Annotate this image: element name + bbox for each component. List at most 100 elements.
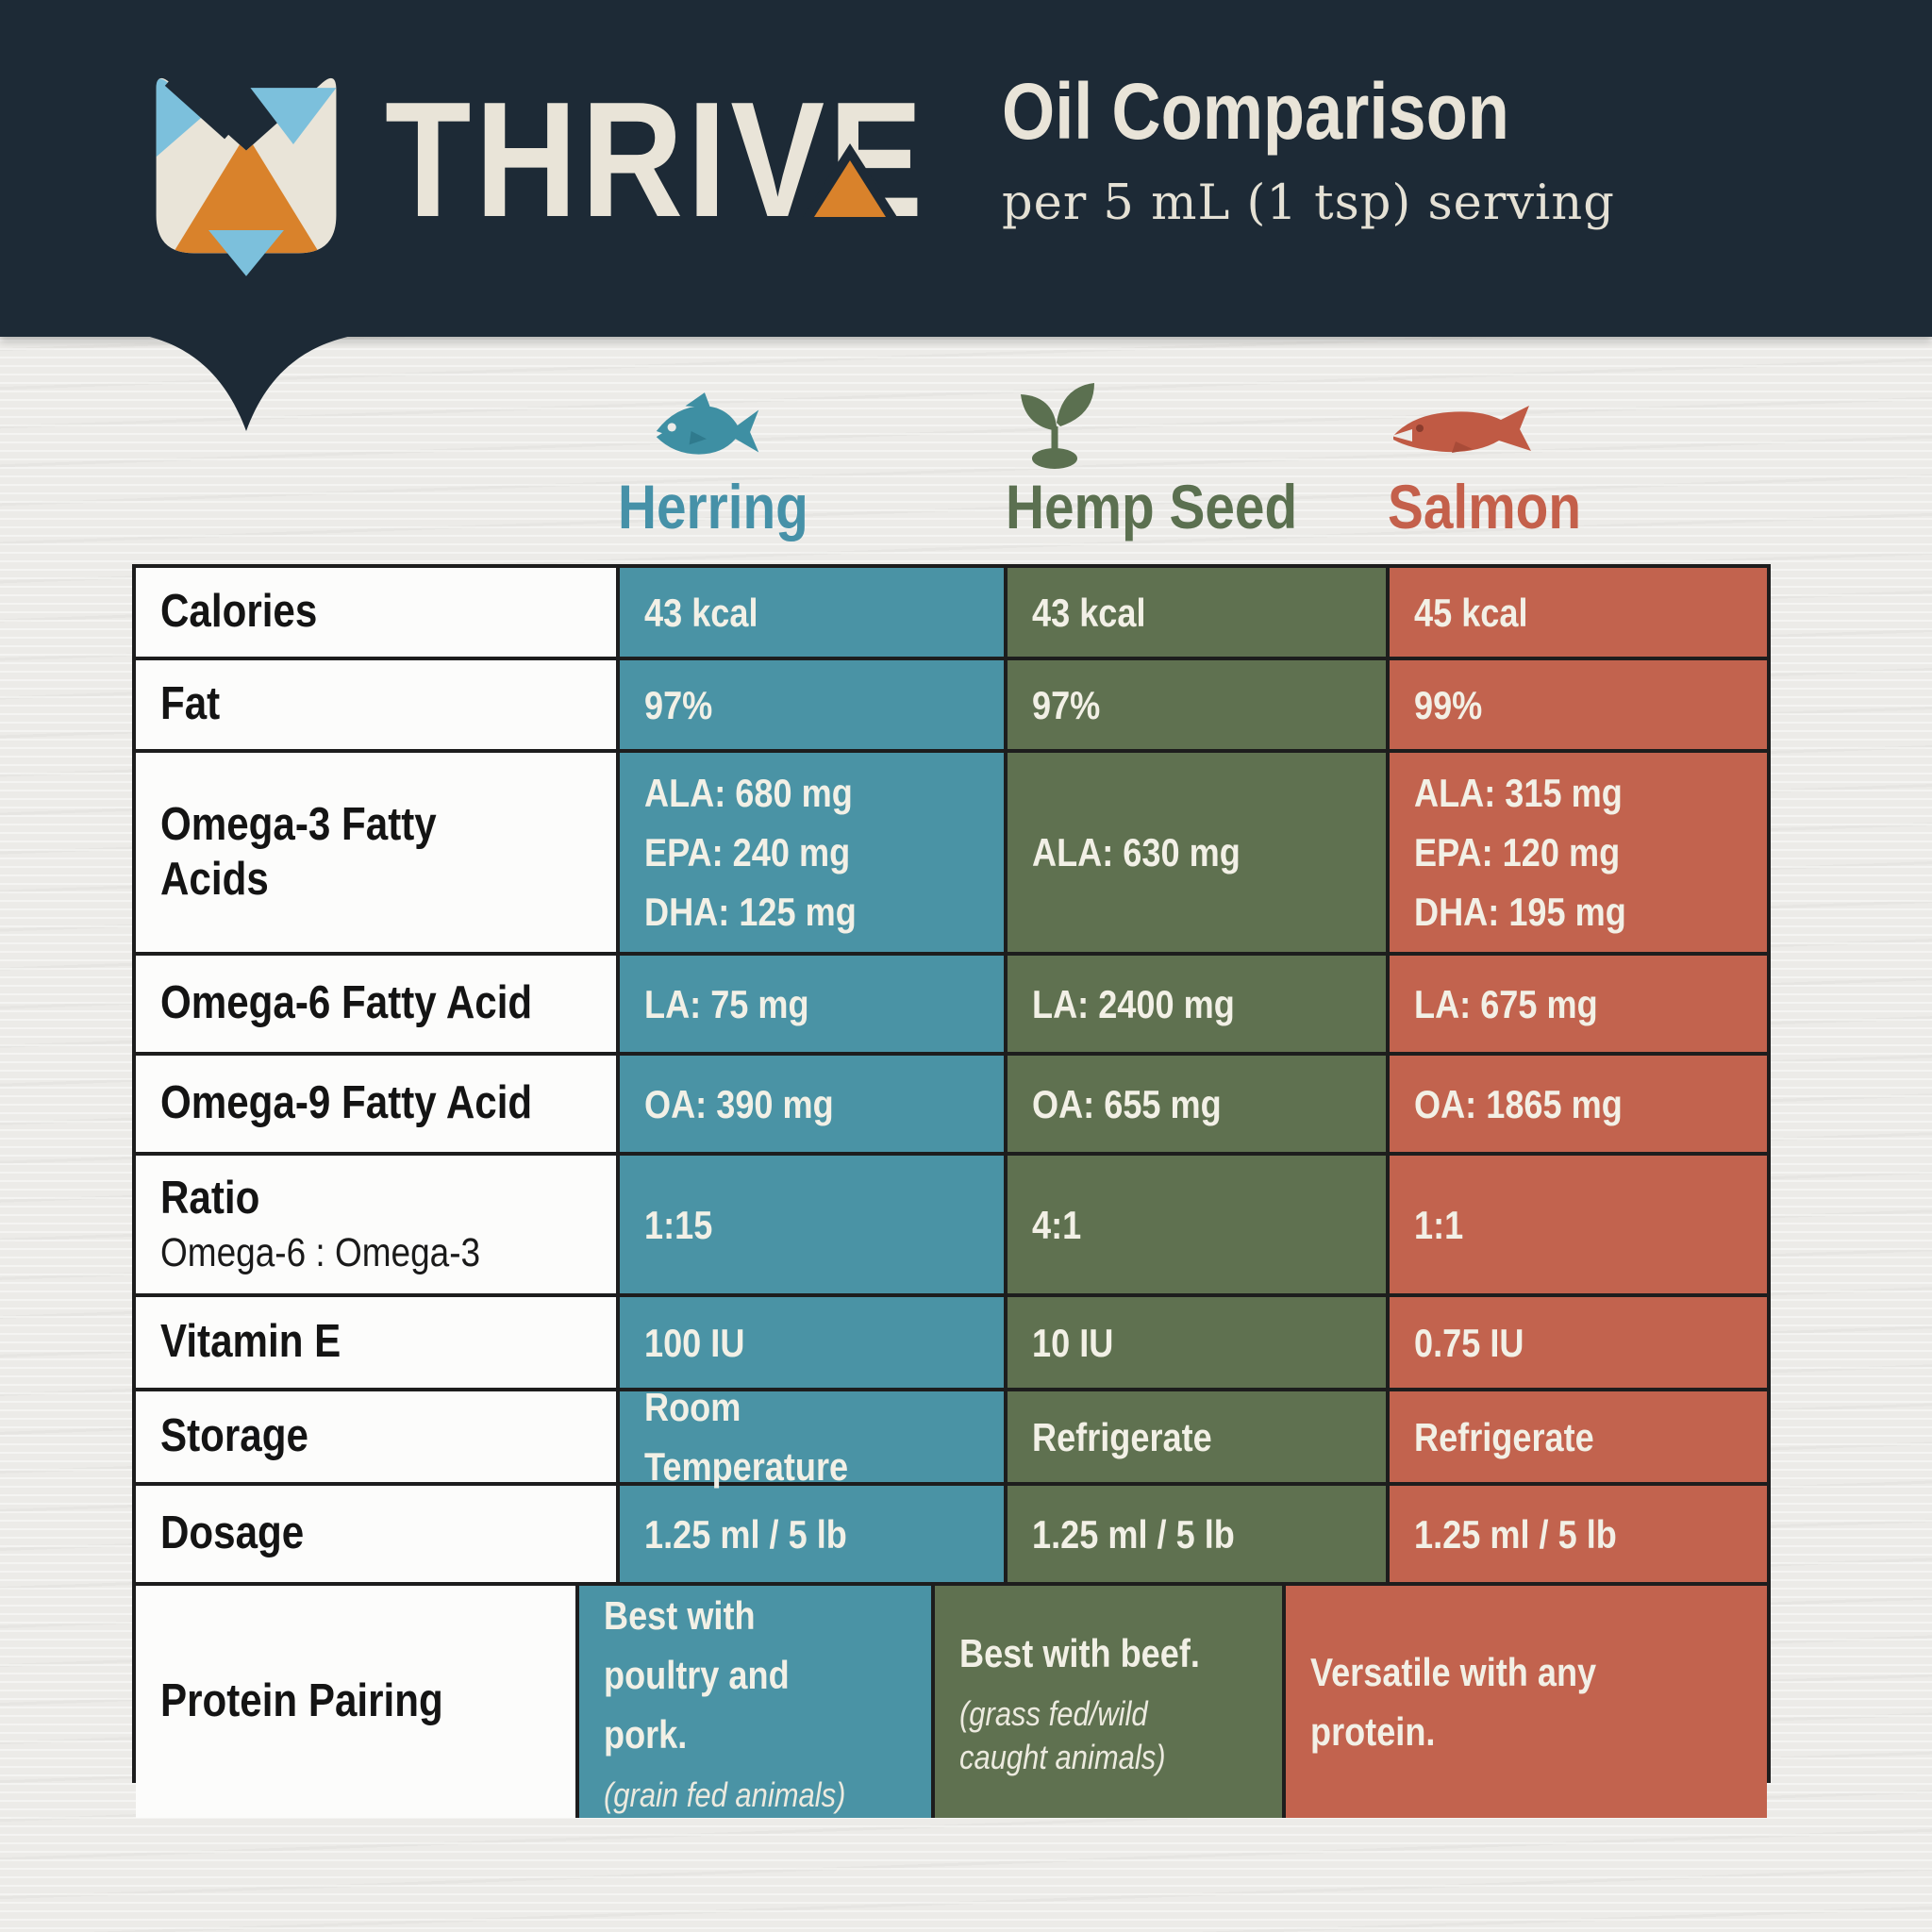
cell-note: (grass fed/wild caught animals) <box>958 1693 1166 1777</box>
cell-value: 45 kcal <box>1414 590 1528 635</box>
herring-fish-icon <box>656 392 759 455</box>
row-label-cell: Ratio Omega-6 : Omega-3 <box>136 1156 620 1293</box>
cell-value: 1:15 <box>644 1202 713 1247</box>
value-cell-hemp-seed: Best with beef. (grass fed/wild caught an… <box>934 1586 1286 1818</box>
value-cell-hemp-seed: LA: 2400 mg <box>1008 956 1390 1052</box>
column-header-salmon: Salmon <box>1388 370 1770 538</box>
row-label-cell: Vitamin E <box>136 1297 620 1388</box>
cell-value: Best with poultry and pork. <box>603 1593 790 1757</box>
value-cell-salmon: 45 kcal <box>1390 568 1767 657</box>
value-cell-hemp-seed: Refrigerate <box>1008 1391 1390 1482</box>
cell-value: LA: 675 mg <box>1414 981 1598 1026</box>
value-cell-salmon: ALA: 315 mg EPA: 120 mg DHA: 195 mg <box>1390 753 1767 952</box>
column-header-hemp-seed: Hemp Seed <box>1006 370 1388 538</box>
row-label-cell: Storage <box>136 1391 620 1482</box>
cell-value: Best with beef. <box>958 1630 1200 1675</box>
value-cell-salmon: Versatile with any protein. <box>1285 1586 1767 1818</box>
table-row: Fat 97% 97% 99% <box>136 660 1767 753</box>
cell-value: ALA: 315 mg EPA: 120 mg DHA: 195 mg <box>1414 771 1626 934</box>
table-row: Calories 43 kcal 43 kcal 45 kcal <box>136 568 1767 660</box>
value-cell-herring: 97% <box>620 660 1008 749</box>
row-label-cell: Omega-3 Fatty Acids <box>136 753 620 952</box>
value-cell-herring: LA: 75 mg <box>620 956 1008 1052</box>
row-label-cell: Dosage <box>136 1486 620 1582</box>
row-label: Vitamin E <box>160 1316 341 1368</box>
value-cell-salmon: 0.75 IU <box>1390 1297 1767 1388</box>
cell-value: Refrigerate <box>1414 1414 1594 1459</box>
value-cell-hemp-seed: ALA: 630 mg <box>1008 753 1390 952</box>
table-row: Omega-6 Fatty Acid LA: 75 mg LA: 2400 mg LA… <box>136 956 1767 1056</box>
cell-value: 1:1 <box>1414 1202 1464 1247</box>
value-cell-hemp-seed: 1.25 ml / 5 lb <box>1008 1486 1390 1582</box>
column-label-hemp-seed: Hemp Seed <box>1006 472 1298 541</box>
row-label-cell: Protein Pairing <box>136 1586 579 1818</box>
column-header-herring: Herring <box>618 370 1000 538</box>
row-label: Fat <box>160 678 221 730</box>
cell-value: 1.25 ml / 5 lb <box>644 1511 847 1557</box>
row-sublabel: Omega-6 : Omega-3 <box>160 1230 481 1276</box>
value-cell-herring: 1.25 ml / 5 lb <box>620 1486 1008 1582</box>
cell-value: OA: 390 mg <box>644 1081 834 1126</box>
cell-value: Refrigerate <box>1032 1414 1212 1459</box>
table-row: Storage Room Temperature Refrigerate Refrig… <box>136 1385 1767 1489</box>
cell-value: 10 IU <box>1032 1320 1114 1365</box>
cell-note: (grain fed animals) <box>603 1775 846 1814</box>
salmon-fish-icon <box>1391 406 1531 453</box>
cell-value: 1.25 ml / 5 lb <box>1032 1511 1235 1557</box>
cell-value: 100 IU <box>644 1320 745 1365</box>
row-label: Dosage <box>160 1507 305 1559</box>
value-cell-salmon: 99% <box>1390 660 1767 749</box>
cell-value: OA: 1865 mg <box>1414 1081 1623 1126</box>
table-row: Vitamin E 100 IU 10 IU 0.75 IU <box>136 1297 1767 1391</box>
table-row: Omega-3 Fatty Acids ALA: 680 mg EPA: 240 m… <box>136 753 1767 956</box>
row-label-cell: Calories <box>136 568 620 657</box>
value-cell-herring: 43 kcal <box>620 568 1008 657</box>
cell-value: OA: 655 mg <box>1032 1081 1222 1126</box>
column-label-salmon: Salmon <box>1388 472 1582 541</box>
cell-value: 97% <box>1032 682 1101 727</box>
table-row: Protein Pairing Best with poultry and por… <box>136 1586 1767 1818</box>
row-label-cell: Omega-6 Fatty Acid <box>136 956 620 1052</box>
cell-value: 4:1 <box>1032 1202 1082 1247</box>
table-row: Ratio Omega-6 : Omega-3 1:15 4:1 1:1 <box>136 1156 1767 1297</box>
cell-value: ALA: 630 mg <box>1032 830 1241 874</box>
header-tail-shape <box>142 335 357 431</box>
value-cell-salmon: 1:1 <box>1390 1156 1767 1293</box>
table-row: Omega-9 Fatty Acid OA: 390 mg OA: 655 mg OA… <box>136 1056 1767 1156</box>
value-cell-herring: Best with poultry and pork. (grain fed an… <box>578 1586 935 1818</box>
cell-value: 1.25 ml / 5 lb <box>1414 1511 1617 1557</box>
value-cell-hemp-seed: 43 kcal <box>1008 568 1390 657</box>
value-cell-herring: Room Temperature <box>620 1385 1008 1489</box>
cell-value: ALA: 680 mg EPA: 240 mg DHA: 125 mg <box>644 771 857 934</box>
page-title: Oil Comparison <box>1002 67 1509 156</box>
header-band: THRIVE Oil Comparison per 5 mL (1 tsp) s… <box>0 0 1932 337</box>
value-cell-hemp-seed: 97% <box>1008 660 1390 749</box>
cell-value: Room Temperature <box>644 1385 849 1489</box>
value-cell-herring: ALA: 680 mg EPA: 240 mg DHA: 125 mg <box>620 753 1008 952</box>
row-label: Omega-3 Fatty Acids <box>160 798 437 905</box>
row-label: Protein Pairing <box>160 1674 443 1726</box>
row-label: Storage <box>160 1410 308 1462</box>
comparison-table: Calories 43 kcal 43 kcal 45 kcal Fat 97% 97% 99… <box>132 564 1771 1818</box>
value-cell-hemp-seed: 10 IU <box>1008 1297 1390 1388</box>
value-cell-salmon: Refrigerate <box>1390 1391 1767 1482</box>
cell-value: 43 kcal <box>644 590 758 635</box>
cell-value: 43 kcal <box>1032 590 1146 635</box>
hemp-seedling-icon <box>1021 383 1094 469</box>
row-label-cell: Fat <box>136 660 620 749</box>
value-cell-herring: 100 IU <box>620 1297 1008 1388</box>
value-cell-salmon: 1.25 ml / 5 lb <box>1390 1486 1767 1582</box>
value-cell-salmon: LA: 675 mg <box>1390 956 1767 1052</box>
value-cell-hemp-seed: 4:1 <box>1008 1156 1390 1293</box>
row-label: Calories <box>160 586 318 638</box>
cell-value: LA: 75 mg <box>644 981 809 1026</box>
brand-triangle-accent <box>814 160 886 217</box>
value-cell-herring: OA: 390 mg <box>620 1056 1008 1152</box>
page-subtitle: per 5 mL (1 tsp) serving <box>1002 175 1615 231</box>
cell-value: 97% <box>644 682 713 727</box>
row-label: Omega-9 Fatty Acid <box>160 1077 533 1129</box>
row-label-cell: Omega-9 Fatty Acid <box>136 1056 620 1152</box>
row-label: Omega-6 Fatty Acid <box>160 977 533 1029</box>
table-row: Dosage 1.25 ml / 5 lb 1.25 ml / 5 lb 1.25 m… <box>136 1486 1767 1586</box>
cell-value: 0.75 IU <box>1414 1320 1524 1365</box>
